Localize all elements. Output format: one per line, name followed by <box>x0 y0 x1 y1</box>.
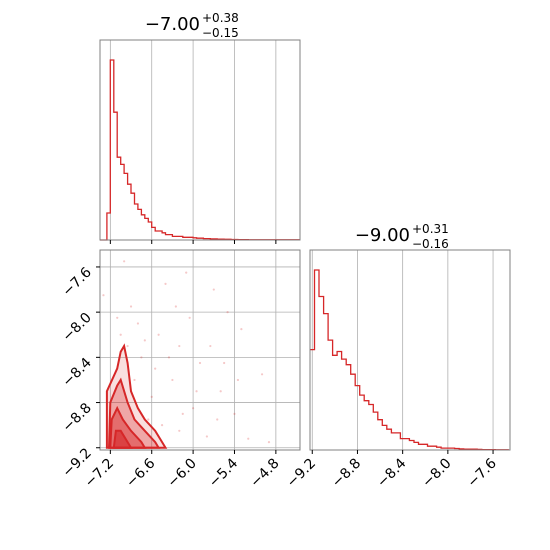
scatter-point <box>164 282 167 285</box>
scatter-point <box>174 305 177 308</box>
axes-frame <box>309 249 511 451</box>
scatter-point <box>150 395 153 398</box>
axes-frame <box>99 249 301 451</box>
density-x-tick-label-1: −6.6 <box>123 455 158 490</box>
scatter-point <box>129 305 133 308</box>
histogram-param-2: −9.2 −8.8 −8.4 −8.0 −7.6 <box>284 249 511 491</box>
title-param-1: −7.00 +0.38 −0.15 <box>145 11 239 40</box>
scatter-point <box>240 327 243 331</box>
scatter-point <box>233 412 236 415</box>
scatter-point <box>157 333 160 336</box>
hist2-x-tick-label-1: −8.8 <box>329 456 364 491</box>
title-1-plus: +0.38 <box>202 11 239 25</box>
density-y-tick-label-4: −7.6 <box>59 264 94 299</box>
scatter-point <box>185 271 188 274</box>
density-x-tick-label-4: −4.8 <box>247 456 282 491</box>
scatter-point <box>192 407 195 410</box>
hist-2-line <box>310 269 509 451</box>
scatter-point <box>226 311 229 314</box>
scatter-point <box>188 316 191 319</box>
contour-level-3 <box>112 429 133 449</box>
density-y-tick-label-2: −8.4 <box>59 355 94 390</box>
scatter-point <box>212 288 215 291</box>
scatter-point <box>140 356 143 359</box>
contour-level-0 <box>105 343 168 449</box>
hist2-x-tick-label-4: −7.6 <box>465 455 500 490</box>
scatter-point <box>126 344 129 348</box>
scatter-point <box>236 378 240 382</box>
scatter-point <box>147 418 150 421</box>
histogram-param-1 <box>99 39 301 244</box>
hist2-x-tick-label-2: −8.4 <box>374 455 409 490</box>
scatter-point <box>143 339 146 342</box>
scatter-point <box>154 367 157 370</box>
hist2-x-tick-label-3: −8.0 <box>419 456 454 491</box>
scatter-point <box>133 378 136 382</box>
scatter-point <box>195 390 198 393</box>
scatter-point <box>209 344 212 348</box>
density-y-tick-label-1: −8.8 <box>59 400 94 435</box>
scatter-point <box>247 437 250 440</box>
scatter-point <box>123 260 126 263</box>
scatter-point <box>205 435 208 438</box>
density-x-tick-label-2: −6.0 <box>165 456 200 491</box>
title-2-minus: −0.16 <box>412 237 449 251</box>
title-2-plus: +0.31 <box>412 222 449 236</box>
density-panel: −7.2 −6.6 −6.0 −5.4 −4.8−9.2−8.8−8.4−8.0−7.6 <box>59 249 301 491</box>
title-2-median: −9.00 <box>355 225 410 246</box>
density-x-tick-label-3: −5.4 <box>206 455 241 490</box>
title-1-minus: −0.15 <box>202 26 239 40</box>
scatter-point <box>167 356 171 359</box>
scatter-point <box>136 322 140 325</box>
density-y-tick-label-3: −8.0 <box>59 310 94 345</box>
scatter-point <box>178 429 181 432</box>
title-1-median: −7.00 <box>145 14 200 35</box>
scatter-point <box>171 378 174 382</box>
scatter-point <box>198 361 202 365</box>
scatter-point <box>181 412 184 415</box>
scatter-point <box>160 424 164 427</box>
scatter-point <box>216 418 219 421</box>
hist-1-line <box>100 59 300 241</box>
scatter-point <box>102 294 105 297</box>
scatter-point <box>116 316 119 319</box>
scatter-point <box>223 361 226 365</box>
hist2-x-tick-label-0: −9.2 <box>284 456 319 491</box>
axes-frame <box>99 39 301 241</box>
scatter-point <box>267 440 271 444</box>
scatter-point <box>178 344 181 348</box>
scatter-point <box>260 373 264 376</box>
title-param-2: −9.00 +0.31 −0.16 <box>355 222 449 251</box>
scatter-point <box>119 333 122 336</box>
scatter-point <box>219 390 222 393</box>
